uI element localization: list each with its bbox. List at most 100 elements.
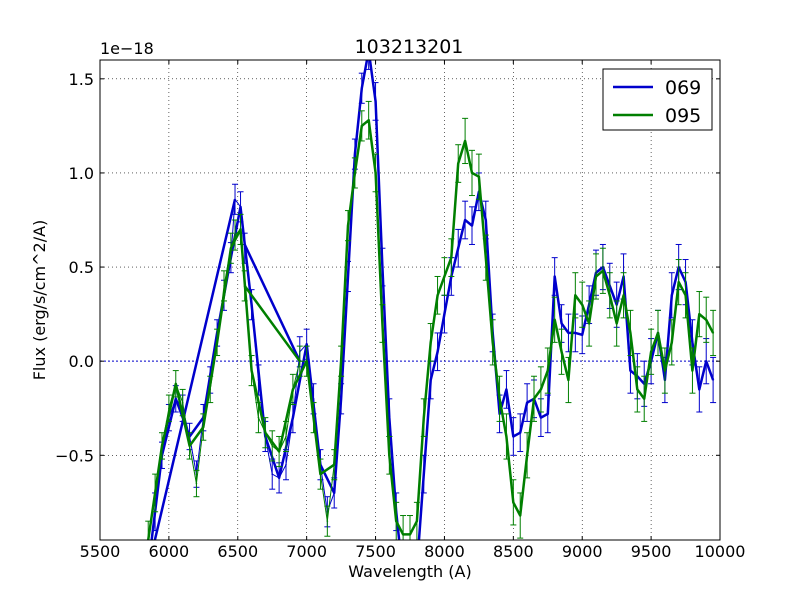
data-point [622,294,625,297]
data-point [354,172,356,174]
data-point [174,398,177,400]
data-point [181,401,184,404]
y-tick-label: 0.5 [69,258,94,277]
ticks [99,60,721,540]
x-tick-label: 8000 [424,542,465,561]
data-point [436,350,439,353]
data-point [443,313,446,315]
data-point [588,322,590,325]
data-point [698,313,701,315]
data-point [636,388,639,391]
data-point [581,334,584,336]
y-axis-offset-text: 1e−18 [100,39,154,58]
x-axis-label: Wavelength (A) [348,562,471,581]
data-point [498,398,501,400]
data-point [567,379,570,381]
x-tick-label: 9000 [562,542,603,561]
data-point [602,270,604,272]
data-point [347,275,349,278]
data-point [312,416,315,419]
data-point [484,219,487,221]
data-point [574,294,577,297]
data-point [305,343,308,346]
legend-label-095: 095 [665,105,701,127]
data-point [553,318,556,321]
data-point [264,431,267,434]
series-connector [153,199,237,540]
axes-frame [99,59,721,541]
data-point [188,445,191,447]
data-point [278,450,280,453]
data-point [595,275,597,278]
data-point [581,303,584,306]
data-point [546,413,549,415]
data-point [712,332,714,334]
data-point [519,514,522,517]
y-tick-label: 0.0 [69,352,94,371]
data-point [526,454,528,457]
data-point [429,341,432,344]
data-point [608,294,611,297]
data-point [367,119,370,122]
data-point [305,360,308,362]
data-point [491,341,494,344]
data-point [422,416,425,419]
data-point [519,431,522,434]
x-tick-label: 5500 [80,542,121,561]
data-point [464,219,466,221]
data-point [664,369,666,372]
data-point [422,473,425,475]
data-point [409,533,411,536]
series-connector [243,285,301,362]
data-point [533,398,535,400]
data-point [234,234,236,236]
series-line [146,118,715,540]
data-point [712,379,714,381]
data-point [278,477,280,479]
x-tick-label: 6500 [217,542,258,561]
data-point [285,463,287,466]
data-point [540,416,542,419]
data-point [436,294,439,297]
data-point [471,224,473,227]
y-tick-label: −0.5 [55,446,94,465]
data-point [243,285,246,287]
data-point [402,533,404,536]
legend-label-069: 069 [665,77,701,99]
data-point [360,125,363,127]
x-tick-label: 6000 [149,542,190,561]
data-point [560,322,563,325]
data-point [705,318,708,321]
data-point [292,416,294,419]
data-point [209,388,212,391]
series-line [150,60,715,540]
data-point [271,473,274,475]
x-tick-label: 7000 [286,542,327,561]
data-point [574,332,577,334]
data-point [546,369,549,372]
plot-area: 5500 6000 6500 7000 7500 8000 8500 9000 9500 1000… [55,59,745,561]
y-axis-label: Flux (erg/s/cm^2/A) [30,220,49,381]
data-point [195,482,198,485]
data-point [629,369,632,372]
data-point [464,140,466,142]
chart-title: 103213201 [355,36,464,58]
data-point [643,398,646,400]
plot-background [100,60,720,540]
data-point [615,322,618,325]
data-point [505,435,508,438]
data-point [553,275,556,278]
data-point [326,520,329,522]
y-tick-label: 1.0 [69,164,94,183]
data-point [512,435,515,438]
data-point [471,172,473,174]
data-point [450,256,453,259]
data-point [298,360,301,362]
data-point [347,224,349,227]
data-point [691,369,694,372]
x-tick-label: 8500 [493,542,534,561]
plot-data [100,60,720,540]
data-point [319,473,322,475]
data-point [567,332,570,334]
